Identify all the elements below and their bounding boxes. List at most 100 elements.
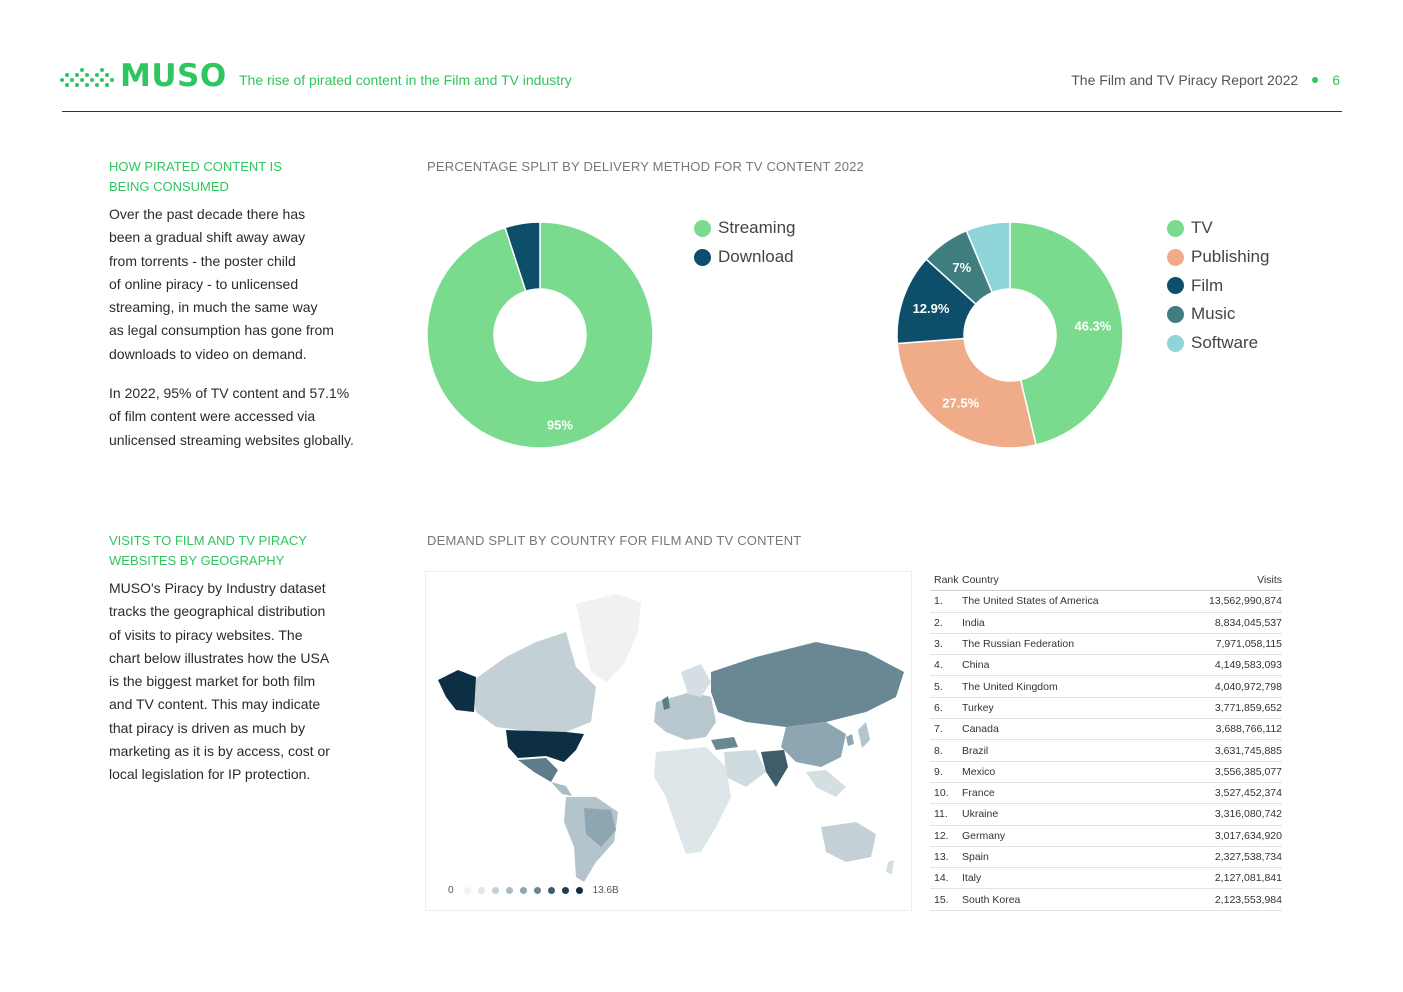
legend-swatch-icon <box>1167 334 1184 352</box>
demand-map-caption: DEMAND SPLIT BY COUNTRY FOR FILM AND TV … <box>427 533 802 548</box>
legend-label: Software <box>1191 333 1259 353</box>
content-type-data-label: 27.5% <box>942 395 979 410</box>
delivery-slice-streaming <box>426 221 654 449</box>
legend-item-publishing: Publishing <box>1167 243 1269 272</box>
page-number: 6 <box>1332 72 1340 88</box>
table-cell-rank: 12. <box>934 829 949 842</box>
content-type-data-label: 7% <box>952 260 971 275</box>
geography-paragraph: MUSO's Piracy by Industry dataset tracks… <box>109 577 374 787</box>
legend-swatch-icon <box>694 219 711 237</box>
scale-max-label: 13.6B <box>592 885 619 896</box>
legend-item-streaming: Streaming <box>694 214 795 243</box>
table-cell-visits: 3,527,452,374 <box>1214 787 1282 800</box>
legend-label: Download <box>718 247 794 267</box>
table-cell-rank: 3. <box>934 638 943 651</box>
table-row: 2. India 8,834,045,537 <box>930 613 1282 634</box>
world-map-svg <box>438 594 904 882</box>
section-title-geography: VISITS TO FILM AND TV PIRACY WEBSITES BY… <box>109 531 369 571</box>
text-line: In 2022, 95% of TV content and 57.1% <box>109 385 350 401</box>
table-cell-rank: 13. <box>934 851 949 863</box>
column-header-rank: Rank <box>934 574 959 587</box>
legend-label: Film <box>1191 275 1224 295</box>
section-title-line: VISITS TO FILM AND TV PIRACY <box>109 533 307 548</box>
table-row: 11. Ukraine 3,316,080,742 <box>930 804 1282 826</box>
table-cell-country: Germany <box>962 829 1006 842</box>
text-line: of visits to piracy websites. The <box>109 626 303 643</box>
table-cell-rank: 4. <box>934 659 943 672</box>
table-row: 12. Germany 3,017,634,920 <box>930 826 1282 847</box>
column-header-country: Country <box>962 574 999 587</box>
table-cell-visits: 2,327,538,734 <box>1214 851 1282 863</box>
table-row: 13. Spain 2,327,538,734 <box>930 847 1282 869</box>
content-type-slice-tv <box>1009 221 1124 446</box>
table-cell-visits: 4,149,583,093 <box>1214 659 1282 672</box>
map-region-turkey <box>711 737 738 750</box>
table-cell-rank: 8. <box>934 744 943 757</box>
scale-dot-icon <box>505 887 513 894</box>
text-line: that piracy is driven as much by <box>109 719 306 736</box>
map-region-alaska <box>438 670 476 712</box>
text-line: local legislation for IP protection. <box>109 766 311 783</box>
delivery-slice-download <box>504 221 541 293</box>
table-cell-visits: 4,040,972,798 <box>1214 680 1282 693</box>
scale-dot-icon <box>533 887 541 894</box>
table-cell-rank: 1. <box>934 595 943 608</box>
table-cell-rank: 14. <box>934 872 949 885</box>
text-line: streaming, in much the same way <box>109 299 318 316</box>
section-title-line: BEING CONSUMED <box>109 179 229 194</box>
map-region-australia <box>821 822 876 862</box>
table-row: 1. The United States of America 13,562,990… <box>930 591 1282 613</box>
map-color-scale: 0 13.6B <box>448 885 619 896</box>
table-cell-visits: 3,556,385,077 <box>1214 765 1282 778</box>
scale-dot-icon <box>561 887 569 894</box>
table-header-row: Rank Country Visits <box>930 570 1282 592</box>
text-line: MUSO's Piracy by Industry dataset <box>109 580 326 596</box>
report-title: The Film and TV Piracy Report 2022 <box>1071 72 1299 88</box>
legend-item-software: Software <box>1167 329 1269 358</box>
map-region-india <box>761 750 788 787</box>
table-cell-rank: 11. <box>934 808 948 821</box>
content-type-slice-software <box>965 221 1011 294</box>
table-cell-country: The United Kingdom <box>962 680 1058 693</box>
consumption-paragraph-1: Over the past decade there has been a gr… <box>109 203 374 366</box>
scale-dot-icon <box>491 887 499 894</box>
text-line: downloads to video on demand. <box>109 345 307 362</box>
header-subtitle: The rise of pirated content in the Film … <box>239 72 572 88</box>
text-line: chart below illustrates how the USA <box>109 649 330 666</box>
map-region-china <box>781 722 846 767</box>
content-type-legend: TV Publishing Film Music Software <box>1167 214 1269 357</box>
table-cell-visits: 3,631,745,885 <box>1214 744 1282 757</box>
text-line: unlicensed streaming websites globally. <box>109 431 354 448</box>
map-region-usa <box>506 730 584 762</box>
text-line: of film content were accessed via <box>109 408 316 425</box>
map-region-mexico <box>518 758 558 782</box>
scale-dot-icon <box>575 887 583 894</box>
scale-dot-icon <box>547 887 555 894</box>
legend-label: Publishing <box>1191 247 1270 267</box>
map-region-uk <box>662 696 670 710</box>
legend-label: TV <box>1191 218 1213 238</box>
legend-item-tv: TV <box>1167 214 1269 243</box>
map-region-greenland <box>576 594 641 682</box>
table-cell-visits: 8,834,045,537 <box>1214 616 1282 629</box>
text-line: and TV content. This may indicate <box>109 696 321 713</box>
scale-min-label: 0 <box>448 885 454 896</box>
table-row: 15. South Korea 2,123,553,984 <box>930 889 1282 911</box>
map-region-middle-east <box>724 750 766 787</box>
legend-swatch-icon <box>1167 219 1184 237</box>
legend-item-film: Film <box>1167 271 1269 300</box>
map-region-korea <box>846 734 854 746</box>
map-region-europe <box>654 692 716 740</box>
map-region-russia <box>711 642 904 727</box>
scale-dot-icon <box>477 887 485 894</box>
country-visits-table: Rank Country Visits 1. The United States of … <box>930 570 1282 911</box>
separator-dot-icon <box>1312 77 1319 83</box>
map-region-africa <box>654 747 731 854</box>
consumption-paragraph-2: In 2022, 95% of TV content and 57.1% of … <box>109 382 374 452</box>
table-cell-country: Ukraine <box>962 808 999 821</box>
text-line: is the biggest market for both film <box>109 673 316 690</box>
table-cell-country: Canada <box>962 723 999 736</box>
section-title-line: HOW PIRATED CONTENT IS <box>109 159 282 174</box>
map-region-new-zealand <box>886 860 894 874</box>
legend-swatch-icon <box>1167 277 1184 295</box>
